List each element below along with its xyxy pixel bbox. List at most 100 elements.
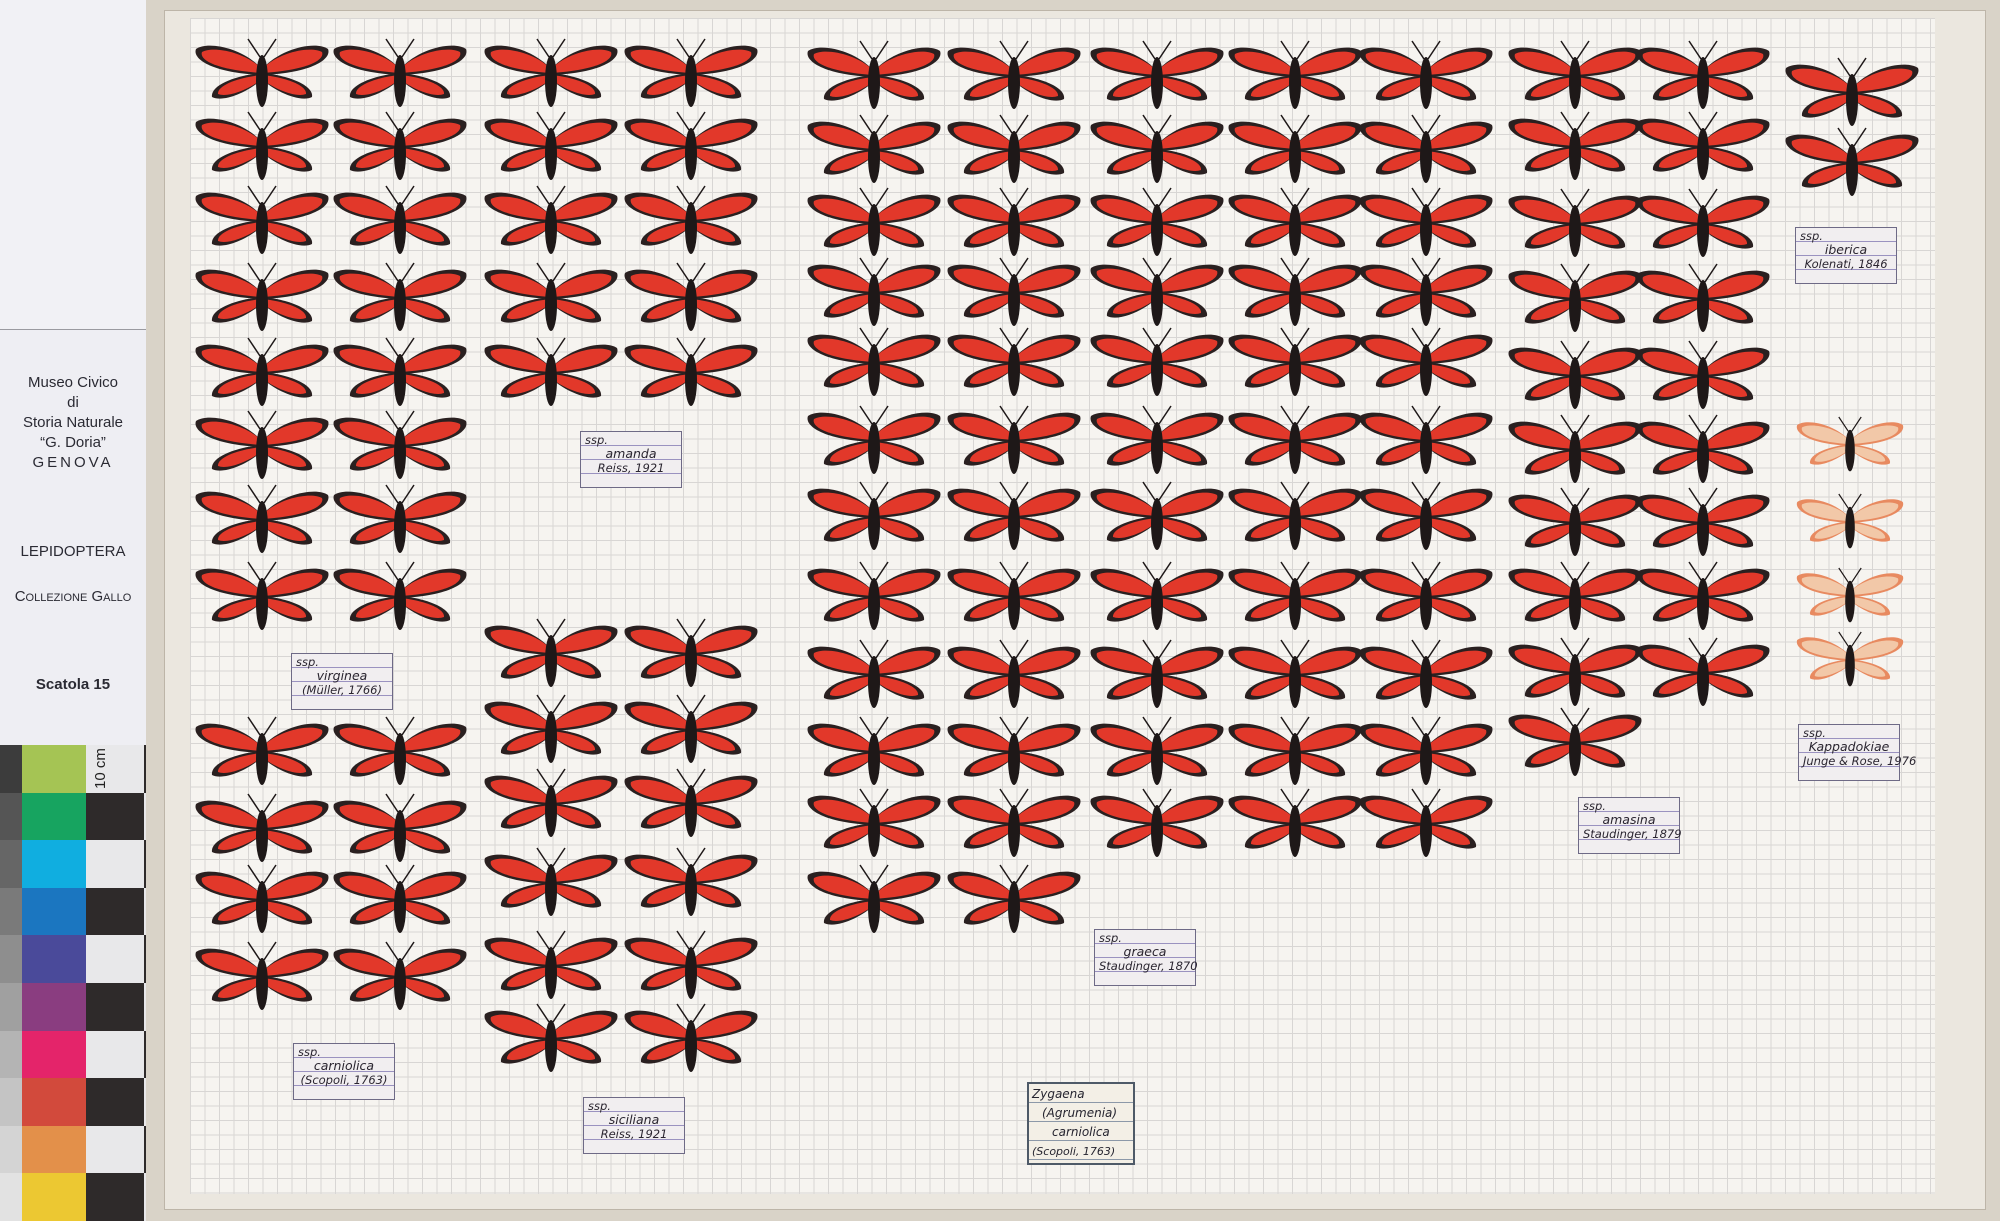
label-name: carniolica [313,1058,375,1073]
moth-specimen [1089,187,1225,257]
label-name: iberica [1824,242,1868,257]
moth-specimen [332,716,468,786]
gray-patch [0,745,22,793]
moth-specimen [1635,414,1771,484]
moth-specimen [332,111,468,181]
moth-specimen [1507,637,1643,707]
moth-specimen [1358,716,1494,786]
moth-specimen [806,639,942,709]
moth-specimen [332,38,468,108]
moth-specimen [946,561,1082,631]
moth-specimen [1227,114,1363,184]
moth-specimen [806,864,942,934]
moth-specimen [946,187,1082,257]
moth-specimen [332,793,468,863]
moth-specimen [483,337,619,407]
moth-specimen [1089,114,1225,184]
museum-line: Storia Naturale [22,414,124,431]
moth-specimen [1358,561,1494,631]
moth-specimen [1507,707,1643,777]
ruler-segment [86,840,146,888]
moth-specimen [1358,40,1494,110]
genus-name: Zygaena [1032,1087,1085,1101]
moth-specimen [194,185,330,255]
ruler-segment [86,1125,146,1174]
ruler-segment [86,1078,146,1126]
moth-specimen [1796,567,1904,624]
moth-specimen [946,788,1082,858]
moth-specimen [806,187,942,257]
subspecies-label-virginea: ssp. virginea (Müller, 1766) [291,653,393,710]
label-prefix: ssp. [296,655,319,669]
subspecies-label-amanda: ssp. amanda Reiss, 1921 [580,431,682,488]
moth-specimen [194,793,330,863]
ruler-segment [86,1030,146,1079]
moth-specimen [1635,637,1771,707]
moth-specimen [946,639,1082,709]
moth-specimen [806,561,942,631]
moth-specimen [1227,716,1363,786]
label-author: Staudinger, 1879 [1583,827,1682,841]
ruler-segment [86,1173,146,1221]
moth-specimen [946,481,1082,551]
ruler-segment [86,792,146,841]
moth-specimen [806,481,942,551]
moth-specimen [1227,481,1363,551]
moth-specimen [483,1003,619,1073]
moth-specimen [194,262,330,332]
color-patch [22,983,86,1031]
color-patch [22,1030,86,1079]
moth-specimen [1227,40,1363,110]
order-label: LEPIDOPTERA [20,543,126,560]
moth-specimen [1227,327,1363,397]
label-prefix: ssp. [298,1045,321,1059]
label-prefix: ssp. [1800,229,1823,243]
moth-specimen [946,114,1082,184]
moth-specimen [1635,487,1771,557]
moth-specimen [1227,187,1363,257]
moth-specimen [623,768,759,838]
moth-specimen [946,716,1082,786]
moth-specimen [1796,631,1904,688]
moth-specimen [1227,561,1363,631]
moth-specimen [946,40,1082,110]
museum-line: Museo Civico [27,374,119,391]
moth-specimen [332,941,468,1011]
moth-specimen [194,941,330,1011]
color-patch [22,792,86,841]
moth-specimen [623,38,759,108]
moth-specimen [806,40,942,110]
moth-specimen [1089,788,1225,858]
label-author: Junge & Rose, 1976 [1803,754,1917,768]
museum-line: “G. Doria” [40,434,106,451]
moth-specimen [1507,188,1643,258]
moth-specimen [623,111,759,181]
color-patch [22,887,86,936]
genus-label: Zygaena (Agrumenia) carniolica (Scopoli,… [1027,1082,1135,1165]
label-name: amasina [1602,812,1656,827]
moth-specimen [1358,187,1494,257]
moth-specimen [1089,481,1225,551]
moth-specimen [483,847,619,917]
subgenus-name: (Agrumenia) [1042,1106,1118,1120]
subspecies-label-siciliana: ssp. siciliana Reiss, 1921 [583,1097,685,1154]
gray-patch [0,983,22,1031]
color-patch [22,1125,86,1174]
moth-specimen [483,38,619,108]
color-patch [22,1173,86,1221]
label-name: graeca [1123,944,1167,959]
moth-specimen [1227,639,1363,709]
gray-patch [0,935,22,983]
species-name: carniolica [1052,1125,1110,1139]
ruler-segment [86,983,146,1031]
moth-specimen [194,337,330,407]
moth-specimen [194,111,330,181]
subspecies-label-amasina: ssp. amasina Staudinger, 1879 [1578,797,1682,854]
moth-specimen [332,337,468,407]
moth-specimen [623,930,759,1000]
subspecies-label-carniolica: ssp. carniolica (Scopoli, 1763) [293,1043,395,1100]
color-patch [22,745,86,793]
ruler-segment [86,745,146,793]
label-author: (Scopoli, 1763) [300,1073,388,1087]
label-name: amanda [605,446,657,461]
